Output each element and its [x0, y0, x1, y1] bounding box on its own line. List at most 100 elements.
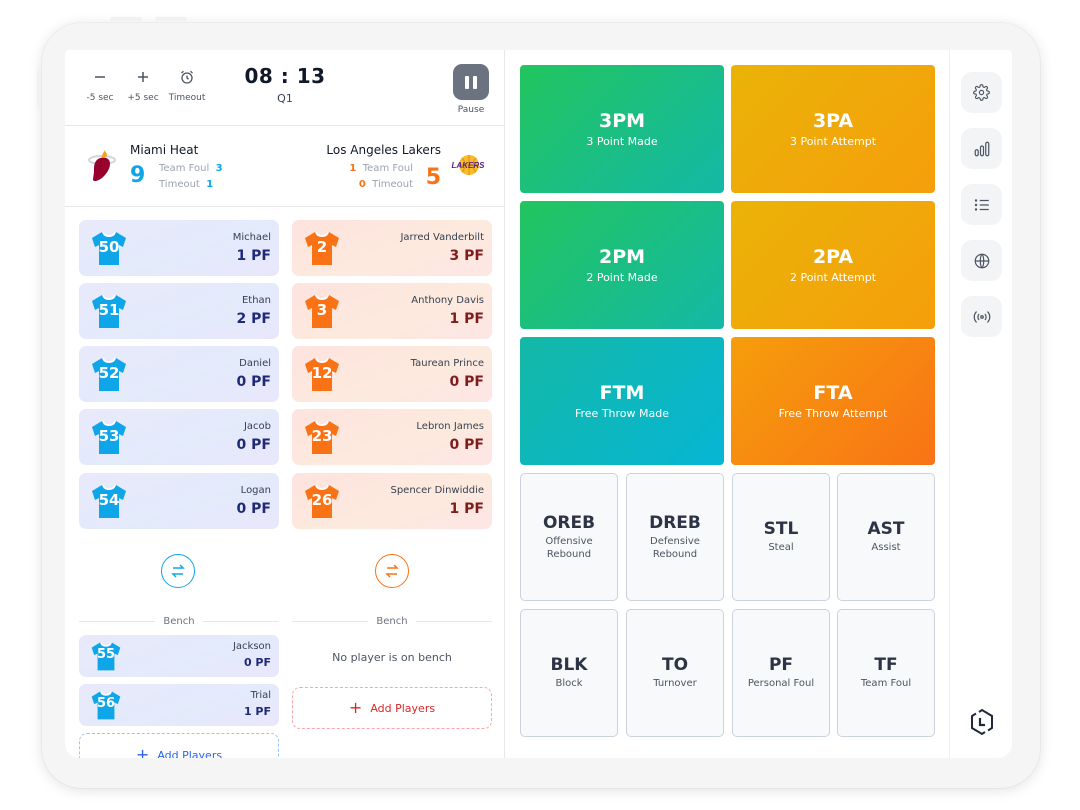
language-button[interactable]	[961, 240, 1002, 281]
minus-icon	[75, 66, 125, 88]
bench-player-card-home-0[interactable]: 55 Jackson 0 PF	[79, 635, 279, 677]
stat-button-ast[interactable]: AST Assist	[837, 473, 935, 601]
player-card-away-2[interactable]: 12 Taurean Prince 0 PF	[292, 346, 492, 402]
svg-text:LAKERS: LAKERS	[452, 161, 485, 170]
stat-button-oreb[interactable]: OREB Offensive Rebound	[520, 473, 618, 601]
jersey-icon	[89, 229, 129, 267]
jersey-number: 51	[98, 301, 120, 319]
stat-button-pf[interactable]: PF Personal Foul	[732, 609, 830, 737]
stat-full-name: Defensive Rebound	[650, 535, 700, 561]
player-fouls: 1 PF	[449, 501, 484, 517]
statistics-button[interactable]	[961, 128, 1002, 169]
stat-button-3pa[interactable]: 3PA 3 Point Attempt	[731, 65, 935, 193]
stat-abbr: TF	[874, 655, 898, 676]
player-card-home-3[interactable]: 53 Jacob 0 PF	[79, 409, 279, 465]
jersey-icon	[89, 482, 129, 520]
player-name: Anthony Davis	[411, 295, 484, 306]
stat-button-3pm[interactable]: 3PM 3 Point Made	[520, 65, 724, 193]
stat-abbr: 2PA	[812, 246, 854, 268]
stat-button-dreb[interactable]: DREB Defensive Rebound	[626, 473, 724, 601]
player-fouls: 0 PF	[236, 437, 271, 453]
game-clock: 08 : 13 Q1	[235, 64, 335, 105]
player-name: Ethan	[241, 295, 271, 306]
stat-abbr: 3PA	[812, 110, 854, 132]
stat-abbr: 2PM	[598, 246, 646, 268]
player-fouls: 0 PF	[449, 437, 484, 453]
player-card-away-4[interactable]: 26 Spencer Dinwiddie 1 PF	[292, 473, 492, 529]
stat-button-blk[interactable]: BLK Block	[520, 609, 618, 737]
stat-button-stl[interactable]: STL Steal	[732, 473, 830, 601]
add-players-label: Add Players	[370, 701, 436, 715]
plus-5-sec-button[interactable]: +5 sec	[118, 66, 168, 103]
brand-logo	[968, 708, 996, 736]
away-team-foul: 1 Team Foul	[349, 163, 413, 174]
stat-button-tf[interactable]: TF Team Foul	[837, 609, 935, 737]
stat-button-2pm[interactable]: 2PM 2 Point Made	[520, 201, 724, 329]
jersey-icon	[302, 482, 342, 520]
player-card-home-4[interactable]: 54 Logan 0 PF	[79, 473, 279, 529]
away-add-players-button[interactable]: + Add Players	[292, 687, 492, 729]
stat-full-name: Offensive Rebound	[545, 535, 593, 561]
jersey-icon	[302, 355, 342, 393]
timeout-label: Timeout	[372, 179, 413, 190]
stat-button-fta[interactable]: FTA Free Throw Attempt	[731, 337, 935, 465]
minus-5-sec-label: -5 sec	[86, 93, 114, 103]
stat-full-name: Steal	[768, 542, 794, 554]
player-fouls: 1 PF	[243, 705, 271, 718]
jersey-icon	[89, 355, 129, 393]
jersey-icon	[89, 640, 123, 672]
settings-button[interactable]	[961, 72, 1002, 113]
jersey-number: 3	[316, 301, 328, 319]
home-team-foul: Team Foul 3	[159, 163, 223, 174]
team-foul-count: 1	[349, 163, 357, 174]
home-add-players-button[interactable]: + Add Players	[79, 733, 279, 758]
player-card-away-3[interactable]: 23 Lebron James 0 PF	[292, 409, 492, 465]
broadcast-button[interactable]	[961, 296, 1002, 337]
player-name: Trial	[250, 690, 271, 701]
app-screen: -5 sec +5 sec Timeout 08 : 13 Q1	[65, 50, 1012, 758]
pause-icon	[465, 75, 469, 89]
player-card-home-0[interactable]: 50 Michael 1 PF	[79, 220, 279, 276]
jersey-number: 12	[311, 364, 333, 382]
alarm-clock-icon	[162, 66, 212, 88]
jersey-number: 23	[311, 427, 333, 445]
player-card-away-1[interactable]: 3 Anthony Davis 1 PF	[292, 283, 492, 339]
home-substitute-button[interactable]	[161, 554, 195, 588]
player-card-home-2[interactable]: 52 Daniel 0 PF	[79, 346, 279, 402]
pause-label: Pause	[457, 105, 485, 115]
timeout-label: Timeout	[159, 179, 200, 190]
plus-icon: +	[135, 745, 150, 759]
stat-abbr: PF	[768, 655, 794, 676]
game-panel: -5 sec +5 sec Timeout 08 : 13 Q1	[65, 50, 505, 758]
swap-arrows-icon	[385, 564, 399, 578]
away-timeouts: 0 Timeout	[359, 179, 413, 190]
stat-full-name: Assist	[871, 542, 901, 554]
home-team-name: Miami Heat	[130, 143, 199, 157]
timeout-button[interactable]: Timeout	[162, 66, 212, 103]
stat-abbr: 3PM	[598, 110, 646, 132]
player-card-away-0[interactable]: 2 Jarred Vanderbilt 3 PF	[292, 220, 492, 276]
list-icon	[974, 198, 989, 211]
away-bench-empty-message: No player is on bench	[332, 651, 452, 664]
stat-abbr: OREB	[542, 512, 596, 533]
pause-button[interactable]	[453, 64, 489, 100]
globe-icon	[974, 253, 989, 268]
jersey-number: 50	[98, 238, 120, 256]
jersey-icon	[89, 418, 129, 456]
stat-button-to[interactable]: TO Turnover	[626, 609, 724, 737]
away-substitute-button[interactable]	[375, 554, 409, 588]
bench-player-card-home-1[interactable]: 56 Trial 1 PF	[79, 684, 279, 726]
play-by-play-list-button[interactable]	[961, 184, 1002, 225]
timer-bar: -5 sec +5 sec Timeout 08 : 13 Q1	[65, 50, 505, 126]
player-card-home-1[interactable]: 51 Ethan 2 PF	[79, 283, 279, 339]
hardware-button	[155, 17, 187, 21]
player-name: Spencer Dinwiddie	[390, 485, 484, 496]
jersey-number: 52	[98, 364, 120, 382]
stat-full-name: Block	[555, 678, 583, 690]
stat-abbr: DREB	[649, 512, 701, 533]
stat-button-2pa[interactable]: 2PA 2 Point Attempt	[731, 201, 935, 329]
stat-full-name: 3 Point Attempt	[789, 135, 877, 148]
stat-button-ftm[interactable]: FTM Free Throw Made	[520, 337, 724, 465]
home-timeouts: Timeout 1	[159, 179, 213, 190]
minus-5-sec-button[interactable]: -5 sec	[75, 66, 125, 103]
